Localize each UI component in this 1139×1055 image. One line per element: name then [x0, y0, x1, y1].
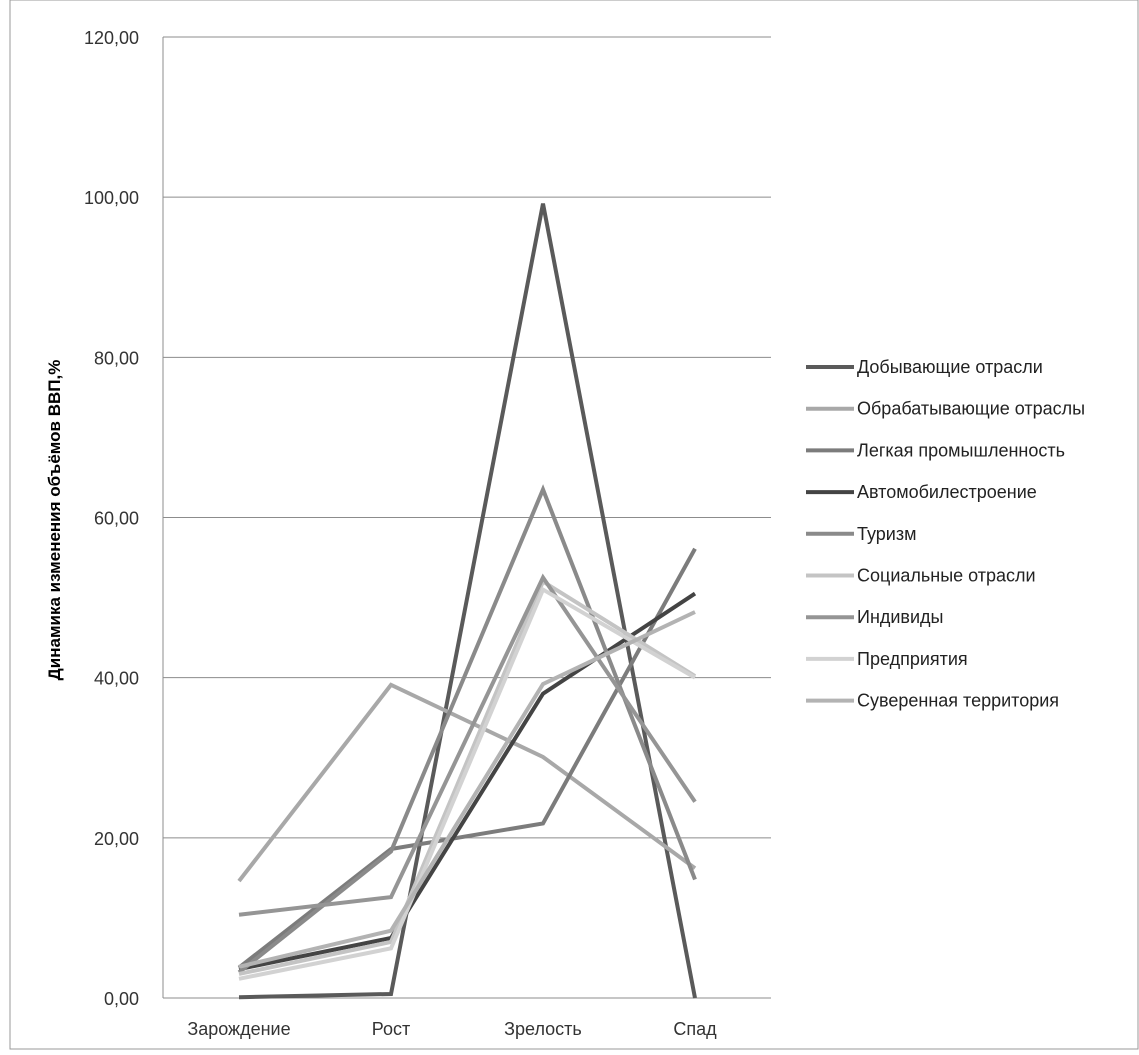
x-tick-label: Спад [673, 1019, 717, 1039]
x-tick-label: Рост [372, 1019, 410, 1039]
legend-label: Добывающие отрасли [857, 357, 1043, 377]
chart-frame [9, 0, 1139, 1050]
legend-label: Индивиды [857, 607, 944, 627]
x-tick-labels: Зарождение Рост Зрелость Спад [187, 1019, 717, 1039]
legend-label: Легкая промышленность [857, 440, 1065, 460]
y-axis-label: Динамика изменения объёмов ВВП,% [45, 360, 64, 681]
series-line [238, 610, 696, 969]
y-tick-label: 40,00 [94, 669, 139, 689]
legend-label: Туризм [857, 524, 916, 544]
series-line [238, 573, 697, 917]
y-tick-label: 0,00 [104, 989, 139, 1009]
grid [163, 36, 771, 839]
y-tick-label: 100,00 [84, 188, 139, 208]
x-tick-label: Зарождение [187, 1019, 290, 1039]
y-tick-label: 120,00 [84, 28, 139, 48]
legend-label: Обрабатывающие отраслы [857, 399, 1085, 419]
x-tick-label: Зрелость [504, 1019, 582, 1039]
y-tick-label: 20,00 [94, 829, 139, 849]
series-line [237, 682, 697, 883]
legend-label: Предприятия [857, 649, 968, 669]
legend: Добывающие отрасли Обрабатывающие отраслы… [806, 357, 1085, 711]
y-tick-label: 60,00 [94, 509, 139, 529]
y-tick-label: 80,00 [94, 348, 139, 368]
series-lines [237, 203, 697, 1000]
y-tick-labels: 0,00 20,00 40,00 60,00 80,00 100,00 120,00 [84, 28, 139, 1009]
legend-label: Социальные отрасли [857, 566, 1036, 586]
series-line [238, 591, 697, 972]
series-line [238, 203, 697, 1000]
series-line [238, 586, 697, 981]
legend-label: Суверенная территория [857, 691, 1059, 711]
series-line [237, 484, 697, 974]
series-line [238, 578, 697, 976]
legend-label: Автомобилестроение [857, 482, 1037, 502]
